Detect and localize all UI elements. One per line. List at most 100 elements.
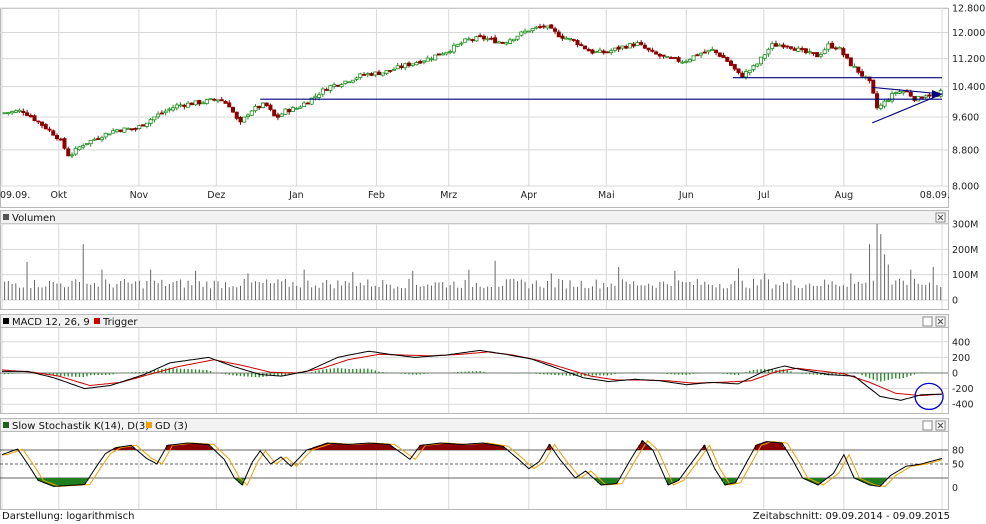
candle-down	[541, 25, 546, 28]
candle-down	[66, 148, 71, 157]
macd-y-tick-label: -200	[952, 384, 974, 395]
candle-down	[388, 70, 393, 72]
candle-up	[320, 88, 325, 95]
candle-down	[129, 128, 134, 131]
candle-up	[126, 128, 131, 130]
candle-down	[234, 111, 239, 119]
volume-title: Volumen	[12, 213, 56, 224]
candle-down	[815, 52, 820, 58]
candle-down	[141, 124, 146, 127]
candle-down	[238, 116, 243, 123]
candle-up	[6, 112, 11, 114]
candle-up	[122, 127, 127, 133]
candle-down	[845, 53, 850, 59]
candle-down	[272, 109, 277, 117]
candle-up	[852, 65, 857, 68]
candle-up	[511, 38, 516, 42]
candle-up	[743, 71, 748, 78]
candle-up	[148, 119, 153, 124]
candle-up	[69, 154, 74, 157]
candle-up	[313, 95, 318, 99]
candle-down	[736, 68, 741, 74]
candle-down	[721, 55, 726, 58]
candle-up	[421, 60, 426, 63]
candle-down	[646, 47, 651, 51]
price-y-tick-label: 10.400	[952, 82, 985, 93]
candle-up	[826, 43, 831, 50]
candle-up	[111, 130, 116, 134]
macd-close-glyph	[937, 318, 944, 325]
candle-up	[440, 53, 445, 56]
candle-up	[167, 108, 172, 111]
candle-down	[732, 64, 737, 70]
stoch-gd-legend-swatch	[146, 422, 152, 428]
candle-down	[287, 108, 292, 113]
candle-up	[201, 102, 206, 105]
candle-down	[856, 66, 861, 73]
candle-up	[17, 109, 22, 112]
price-x-tick-label: Dez	[207, 190, 225, 201]
volume-y-tick-label: 300M	[952, 220, 978, 231]
candle-down	[227, 102, 232, 108]
stochastic-close-glyph	[937, 422, 944, 429]
candle-down	[717, 52, 722, 57]
candle-up	[216, 99, 221, 102]
candle-up	[99, 137, 104, 141]
candle-up	[384, 70, 389, 74]
candle-down	[773, 43, 778, 47]
macd-expand-icon	[922, 316, 933, 327]
candle-up	[163, 110, 168, 114]
candle-down	[436, 53, 441, 56]
candle-up	[886, 99, 891, 102]
candle-down	[803, 48, 808, 53]
candle-up	[137, 125, 142, 129]
price-x-tick-label: Okt	[50, 190, 67, 201]
candle-down	[912, 96, 917, 101]
price-y-tick-label: 8.800	[952, 145, 979, 156]
candle-down	[538, 26, 543, 28]
candle-up	[523, 30, 528, 34]
candle-down	[118, 129, 123, 132]
volume-panel: Volumen 300M 200M 100M 0	[0, 213, 978, 307]
candle-up	[88, 139, 93, 145]
stoch-gd-legend-label: GD (3)	[155, 421, 188, 432]
candle-down	[377, 71, 382, 76]
candle-up	[451, 44, 456, 53]
candle-up	[496, 41, 501, 44]
candle-up	[597, 49, 602, 53]
macd-legend-swatch	[3, 318, 9, 324]
candle-up	[260, 102, 265, 108]
candle-up	[242, 116, 247, 123]
candle-down	[867, 76, 872, 82]
stoch-k-legend-swatch	[3, 422, 9, 428]
macd-panel: MACD 12, 26, 9 Trigger 400 200 0 -200 -400	[0, 317, 974, 411]
candle-up	[755, 63, 760, 67]
macd-y-tick-label: 0	[952, 369, 958, 380]
candle-up	[414, 62, 419, 66]
price-x-tick-label: Mai	[598, 190, 615, 201]
candle-down	[362, 74, 367, 76]
candle-up	[485, 38, 490, 41]
candle-up	[392, 69, 397, 71]
macd-title: MACD 12, 26, 9	[12, 317, 90, 328]
panel-frames	[0, 8, 949, 510]
candle-down	[189, 102, 194, 106]
candle-down	[197, 100, 202, 105]
candle-down	[875, 93, 880, 109]
candle-up	[463, 38, 468, 43]
candle-up	[92, 138, 97, 141]
candle-up	[504, 42, 509, 45]
price-y-tick-label: 11.200	[952, 54, 985, 65]
candle-up	[2, 112, 7, 115]
candle-up	[358, 73, 363, 78]
candle-up	[766, 48, 771, 55]
stochastic-title: Slow Stochastik K(14), D(3)	[12, 421, 149, 432]
candle-down	[21, 110, 26, 114]
candle-down	[47, 128, 52, 131]
candle-up	[901, 90, 906, 94]
candle-down	[28, 114, 33, 118]
candle-down	[159, 112, 164, 115]
candle-down	[669, 57, 674, 59]
candle-down	[51, 130, 56, 136]
candle-down	[399, 65, 404, 68]
